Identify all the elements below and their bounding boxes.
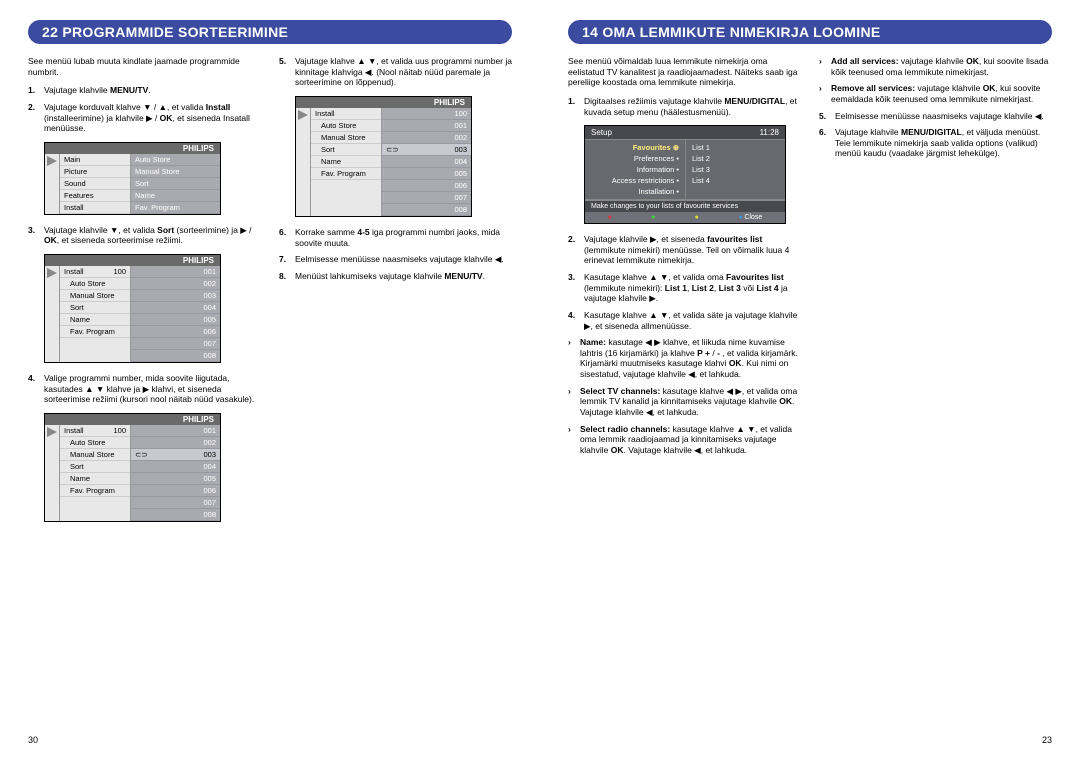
left-col1: See menüü lubab muuta kindlate jaamade p…: [28, 56, 261, 532]
screenshot-install-3: PHILIPS InstallAuto StoreManual StoreSor…: [295, 96, 472, 217]
title-left: 22 PROGRAMMIDE SORTEERIMINE: [28, 20, 512, 44]
right-col2: Add all services: vajutage klahvile OK, …: [819, 56, 1052, 461]
left-intro: See menüü lubab muuta kindlate jaamade p…: [28, 56, 261, 77]
screenshot-main-menu: PHILIPS MainPictureSoundFeaturesInstall …: [44, 142, 221, 215]
right-intro: See menüü võimaldab luua lemmikute nimek…: [568, 56, 801, 88]
brand: PHILIPS: [296, 97, 471, 108]
screenshot-install-2: PHILIPS Install100Auto StoreManual Store…: [44, 413, 221, 522]
brand: PHILIPS: [45, 143, 220, 154]
page-right: 14 OMA LEMMIKUTE NIMEKIRJA LOOMINE See m…: [540, 0, 1080, 763]
title-right: 14 OMA LEMMIKUTE NIMEKIRJA LOOMINE: [568, 20, 1052, 44]
brand: PHILIPS: [45, 255, 220, 266]
page-left: 22 PROGRAMMIDE SORTEERIMINE See menüü lu…: [0, 0, 540, 763]
pagenum-right: 23: [1042, 735, 1052, 745]
left-col2: 5.Vajutage klahve ▲ ▼, et valida uus pro…: [279, 56, 512, 532]
pagenum-left: 30: [28, 735, 38, 745]
brand: PHILIPS: [45, 414, 220, 425]
screenshot-digital-setup: Setup11:28 Favourites ⊕Preferences •Info…: [584, 125, 786, 224]
screenshot-install-1: PHILIPS Install100Auto StoreManual Store…: [44, 254, 221, 363]
right-col1: See menüü võimaldab luua lemmikute nimek…: [568, 56, 801, 461]
